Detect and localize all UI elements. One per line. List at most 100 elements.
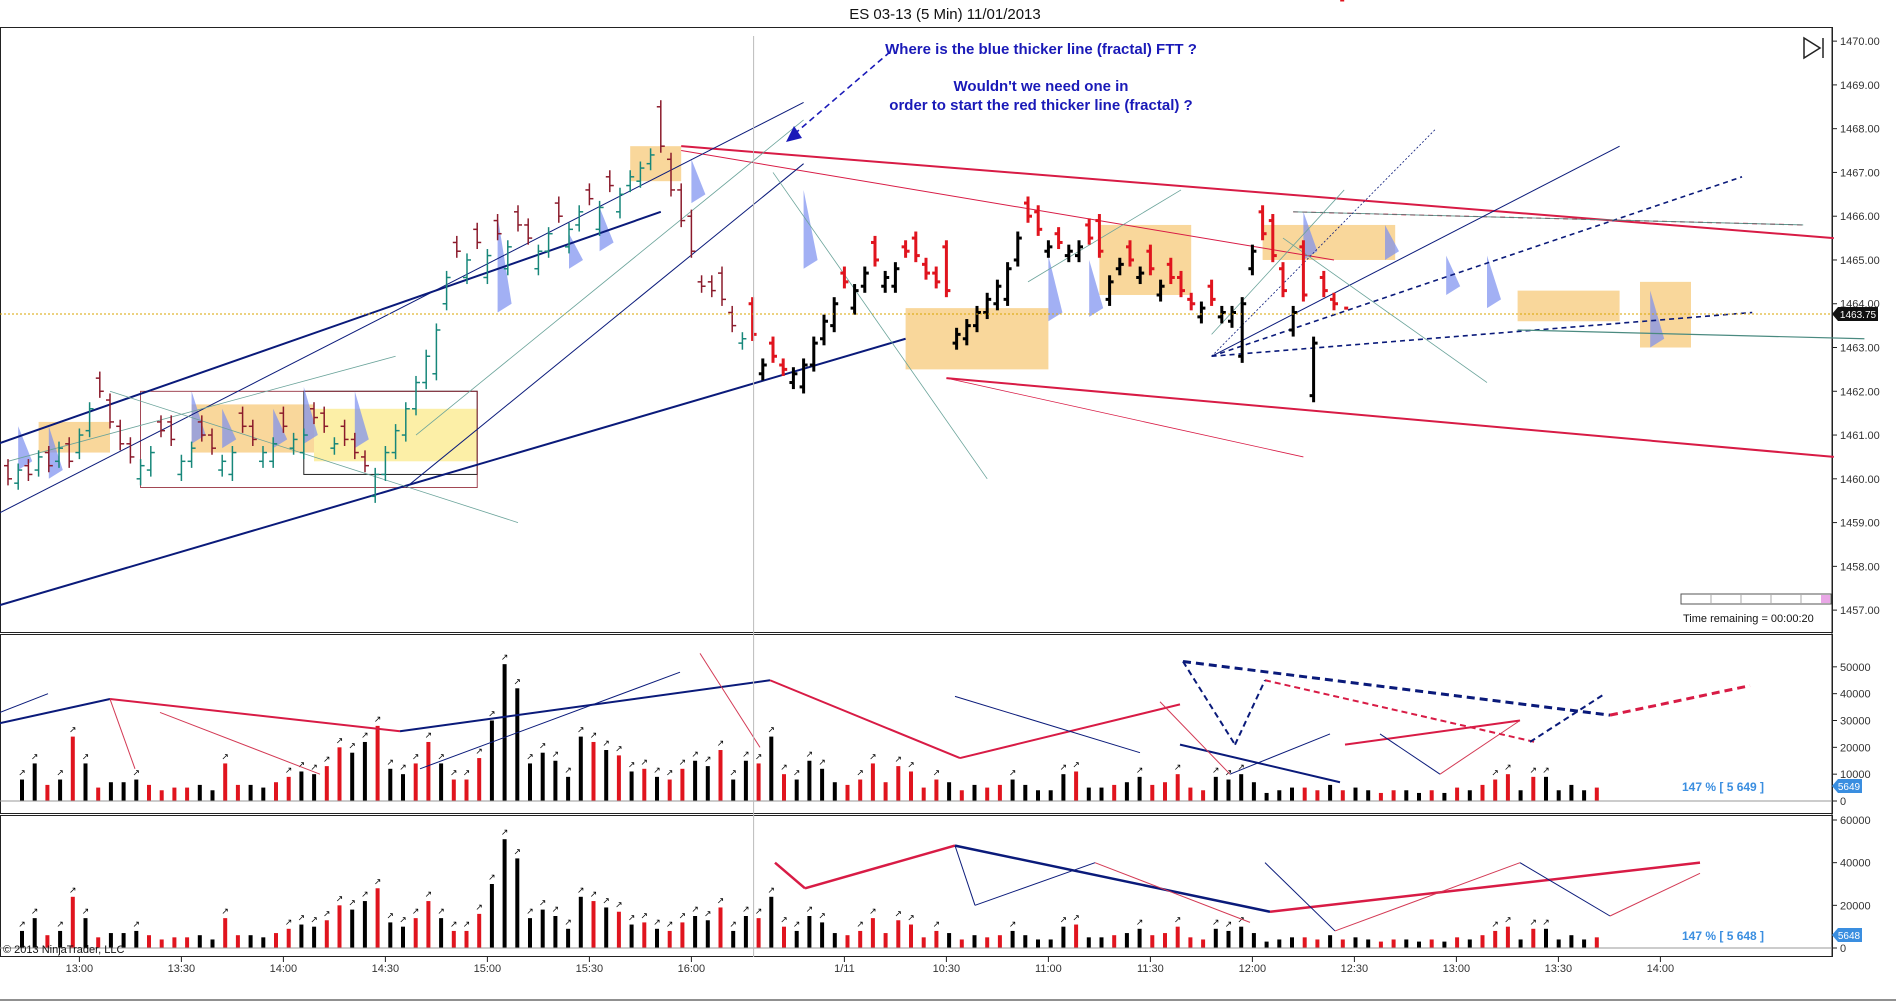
volume-bar-arrow: ↗ <box>1136 766 1144 776</box>
volume2-bar <box>223 918 228 948</box>
volume2-bar-arrow: ↗ <box>437 907 445 917</box>
volume2-bar-arrow: ↗ <box>1212 918 1220 928</box>
volume2-bar <box>997 935 1002 948</box>
volume-bar <box>794 779 799 801</box>
volume-bar-arrow: ↗ <box>475 747 483 757</box>
volume2-bar <box>1353 937 1358 948</box>
volume2-bar-arrow: ↗ <box>729 920 737 930</box>
volume2-bar-arrow: ↗ <box>1009 920 1017 930</box>
volume-bar <box>1531 776 1536 801</box>
volume2-bar <box>1366 939 1371 948</box>
volume2-bar-arrow: ↗ <box>564 918 572 928</box>
volume-bar-arrow: ↗ <box>501 653 509 663</box>
volume2-bar <box>83 918 88 948</box>
volume-bar-arrow: ↗ <box>310 763 318 773</box>
volume-bar <box>1429 790 1434 801</box>
volume-bar-arrow: ↗ <box>653 766 661 776</box>
volume2-bar <box>985 937 990 948</box>
time-tick-label: 13:00 <box>66 963 94 975</box>
volume2-bar-arrow: ↗ <box>501 828 509 838</box>
volume2-bar <box>248 935 253 948</box>
scroll-to-end-icon[interactable] <box>1803 36 1824 60</box>
volume-bar-arrow: ↗ <box>742 750 750 760</box>
volume-value-tag: 5649 <box>1832 779 1862 793</box>
volume2-bar <box>1467 939 1472 948</box>
teal-trendline <box>1517 329 1865 340</box>
volume-bar <box>667 779 672 801</box>
volume-bar <box>1455 787 1460 801</box>
volume-bar <box>1023 784 1028 801</box>
volume2-bar <box>1569 935 1574 948</box>
volume2-bar <box>1213 928 1218 948</box>
volume-bar-arrow: ↗ <box>768 726 776 736</box>
volume2-bar-arrow: ↗ <box>818 911 826 921</box>
volume-trendline <box>1182 659 1611 717</box>
volume2-bar <box>870 918 875 948</box>
fractal-wedge <box>273 408 288 449</box>
volume2-bar <box>858 930 863 948</box>
volume-bar <box>1353 787 1358 801</box>
volume-bar <box>1518 790 1523 801</box>
time-tick-label: 15:30 <box>576 963 604 975</box>
volume2-bar-arrow: ↗ <box>653 918 661 928</box>
volume2-bar-arrow: ↗ <box>82 907 90 917</box>
volume-bar-arrow: ↗ <box>577 726 585 736</box>
volume2-bar-arrow: ↗ <box>425 890 433 900</box>
volume2-bar-arrow: ↗ <box>285 918 293 928</box>
volume-bar-arrow: ↗ <box>602 739 610 749</box>
volume2-bar <box>515 858 520 948</box>
teal-thin-trendline <box>1027 189 1182 283</box>
volume-bar <box>1137 776 1142 801</box>
volume-tick-label: 0 <box>1840 796 1846 808</box>
volume-bar-arrow: ↗ <box>895 755 903 765</box>
volume2-bar <box>286 928 291 948</box>
volume-bar <box>1556 790 1561 801</box>
volume-bar <box>1188 787 1193 801</box>
volume2-bar-arrow: ↗ <box>1072 914 1080 924</box>
volume-bar-arrow: ↗ <box>298 760 306 770</box>
volume2-bar-arrow: ↗ <box>221 907 229 917</box>
blue-dotted-trendline <box>1211 128 1437 357</box>
volume2-bar <box>680 922 685 948</box>
volume-bar-arrow: ↗ <box>869 752 877 762</box>
volume-bar <box>896 766 901 801</box>
volume-bar <box>1226 779 1231 801</box>
volume2-bar-arrow: ↗ <box>1136 918 1144 928</box>
volume2-bar <box>274 933 278 948</box>
volume2-bar <box>20 930 24 948</box>
time-tick-label: 14:30 <box>372 963 400 975</box>
volume-trendline <box>1344 719 1521 746</box>
volume2-bar <box>1582 939 1587 948</box>
volume-bar <box>820 768 825 801</box>
time-tick-label: 12:30 <box>1341 963 1369 975</box>
volume-bar <box>1442 792 1447 801</box>
fractal-wedge <box>1089 259 1104 317</box>
fractal-wedge <box>303 386 318 444</box>
volume2-bar-arrow: ↗ <box>133 920 141 930</box>
volume-bar-arrow: ↗ <box>437 752 445 762</box>
volume2-bar-arrow: ↗ <box>552 905 560 915</box>
volume-bar <box>731 779 736 801</box>
volume-bars: ↗ ↗ ↗ ↗ ↗ ↗ ↗ ↗ ↗ ↗ ↗ ↗ ↗ ↗ ↗ ↗ ↗ ↗ ↗ ↗ ↗ ↗ ↗ ↗ ↗ ↗ ↗ ↗ ↗ ↗ ↗ ↗ ↗ ↗ ↗ ↗ ↗ ↗ ↗ ↗… <box>18 653 1599 801</box>
blue-thin-trendline <box>405 163 804 488</box>
volume2-bar <box>197 935 202 948</box>
volume-trendline <box>1264 862 1336 932</box>
volume-bar <box>1391 790 1396 801</box>
volume-bar <box>959 790 964 801</box>
volume-bar <box>134 779 139 801</box>
volume-bar <box>845 784 850 801</box>
volume2-bar <box>426 901 431 948</box>
volume-bar <box>58 779 63 801</box>
volume-bar-arrow: ↗ <box>1491 769 1499 779</box>
volume2-bar-arrow: ↗ <box>412 907 420 917</box>
volume2-bar-arrow: ↗ <box>691 905 699 915</box>
volume-bar <box>197 784 202 801</box>
volume-bar <box>528 763 532 801</box>
fractal-wedge <box>497 216 512 313</box>
volume2-bar <box>1061 926 1066 948</box>
volume2-bar <box>1455 937 1460 948</box>
volume-bar-arrow: ↗ <box>526 752 534 762</box>
volume-bar <box>1467 790 1472 801</box>
price-axis: 1457.00 1458.00 1459.00 1460.00 1461.00 1462.… <box>1832 36 1880 617</box>
